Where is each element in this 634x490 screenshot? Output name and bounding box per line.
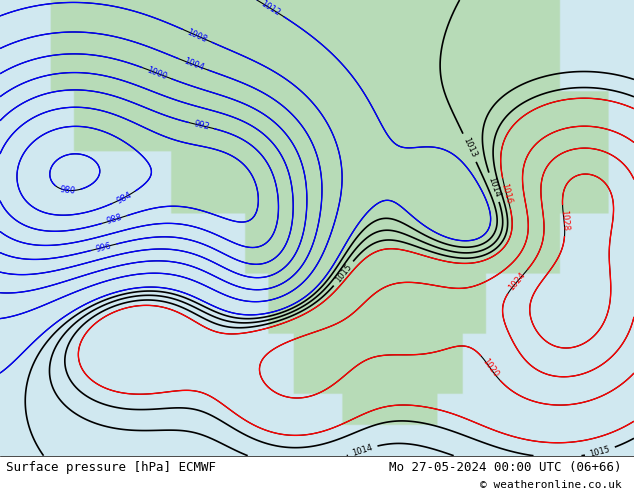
Text: 980: 980 <box>60 185 76 196</box>
Text: 1015: 1015 <box>333 263 354 285</box>
Text: 1015: 1015 <box>589 445 611 459</box>
Text: 1028: 1028 <box>559 210 569 231</box>
Text: 1014: 1014 <box>486 176 501 198</box>
Text: 1020: 1020 <box>481 357 500 379</box>
Text: 1008: 1008 <box>186 27 209 44</box>
Text: 1014: 1014 <box>351 443 374 458</box>
Text: 984: 984 <box>115 190 133 205</box>
Text: Surface pressure [hPa] ECMWF: Surface pressure [hPa] ECMWF <box>6 461 216 474</box>
Text: Mo 27-05-2024 00:00 UTC (06+66): Mo 27-05-2024 00:00 UTC (06+66) <box>389 461 621 474</box>
Text: 992: 992 <box>193 120 210 132</box>
Text: 1012: 1012 <box>259 0 282 18</box>
Text: 996: 996 <box>95 241 113 253</box>
Text: 988: 988 <box>105 213 124 226</box>
Text: © weatheronline.co.uk: © weatheronline.co.uk <box>479 480 621 490</box>
Text: 1004: 1004 <box>182 56 205 73</box>
Text: 1000: 1000 <box>145 65 168 81</box>
Text: 1013: 1013 <box>461 136 478 159</box>
Text: 1016: 1016 <box>500 182 514 205</box>
Text: 1024: 1024 <box>507 270 527 292</box>
